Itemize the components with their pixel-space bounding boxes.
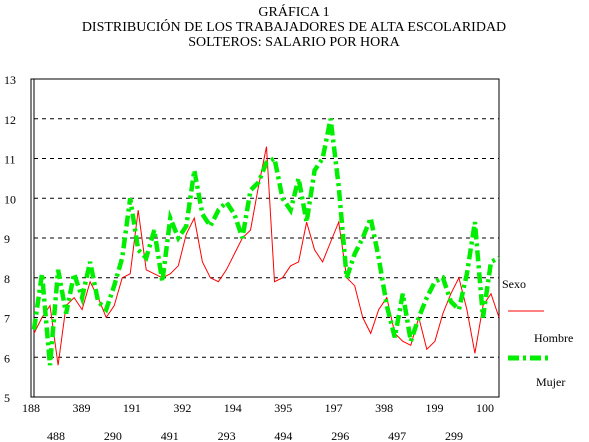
x-tick-upper-395: 395	[274, 401, 292, 415]
series-line-hombre	[33, 146, 500, 366]
chart-title-line-2: DISTRIBUCIÓN DE LOS TRABAJADORES DE ALTA…	[82, 18, 506, 35]
y-tick-label-10: 10	[4, 192, 16, 206]
chart-title-line-3: SOLTEROS: SALARIO POR HORA	[188, 35, 400, 50]
series-line-mujer	[31, 118, 501, 366]
legend-title: Sexo	[502, 277, 526, 291]
x-tick-lower-296: 296	[331, 429, 349, 442]
y-tick-label-12: 12	[4, 113, 16, 127]
x-tick-lower-299: 299	[445, 429, 463, 442]
x-tick-lower-290: 290	[104, 429, 122, 442]
x-tick-upper-194: 194	[224, 401, 242, 415]
y-tick-label-11: 11	[4, 153, 16, 167]
x-tick-upper-392: 392	[173, 401, 191, 415]
legend-label-hombre: Hombre	[534, 331, 573, 345]
x-tick-upper-199: 199	[426, 401, 444, 415]
y-tick-label-6: 6	[4, 351, 10, 365]
x-tick-upper-398: 398	[375, 401, 393, 415]
x-tick-lower-497: 497	[388, 429, 406, 442]
x-tick-lower-491: 491	[161, 429, 179, 442]
chart-title-line-1: GRÁFICA 1	[258, 3, 329, 20]
x-tick-upper-191: 191	[123, 401, 141, 415]
y-tick-label-9: 9	[4, 232, 10, 246]
x-tick-upper-389: 389	[72, 401, 90, 415]
y-tick-label-7: 7	[4, 312, 10, 326]
y-tick-label-8: 8	[4, 272, 10, 286]
chart-title: GRÁFICA 1 DISTRIBUCIÓN DE LOS TRABAJADOR…	[82, 3, 506, 50]
x-tick-upper-197: 197	[325, 401, 343, 415]
legend: Sexo Hombre Mujer	[502, 277, 573, 389]
x-tick-upper-100: 100	[476, 401, 494, 415]
y-tick-label-13: 13	[4, 73, 16, 87]
x-tick-lower-494: 494	[274, 429, 292, 442]
x-tick-lower-293: 293	[218, 429, 236, 442]
legend-label-mujer: Mujer	[536, 375, 565, 389]
x-tick-lower-488: 488	[47, 429, 65, 442]
y-tick-label-5: 5	[4, 391, 10, 405]
x-tick-upper-188: 188	[22, 401, 40, 415]
